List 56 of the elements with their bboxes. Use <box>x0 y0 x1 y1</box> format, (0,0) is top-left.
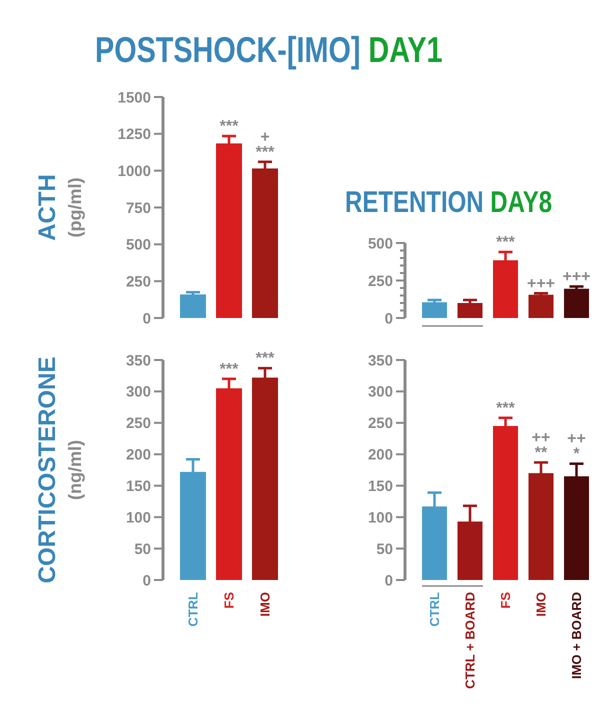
annotation: *** <box>496 400 516 417</box>
y-tick-label: 150 <box>368 478 393 495</box>
bar <box>458 303 482 318</box>
x-tick-label: CTRL <box>186 592 201 627</box>
x-tick-label: IMO <box>258 592 273 617</box>
y-tick-label: 750 <box>126 200 151 217</box>
x-tick-label: FS <box>498 592 514 609</box>
y-tick-label: 1000 <box>118 162 151 180</box>
x-tick-label: CTRL <box>427 592 442 627</box>
y-tick-label: 0 <box>142 572 151 590</box>
y-tick-label: 250 <box>368 415 393 432</box>
y-tick-label: 250 <box>126 273 151 290</box>
annotation: *** <box>220 118 240 136</box>
chart-title: POSTSHOCK-[IMO] DAY1 <box>95 28 443 70</box>
bar <box>180 294 206 318</box>
x-tick-label: IMO <box>534 592 549 617</box>
y-tick-label: 100 <box>368 509 393 526</box>
y-tick-label: 1500 <box>118 89 151 106</box>
annotation: *** <box>220 360 240 378</box>
y-tick-label: 200 <box>126 446 151 464</box>
y-tick-label: 150 <box>126 478 151 495</box>
x-tick-label: CTRL + BOARD <box>462 592 478 689</box>
y-tick-label: 1250 <box>118 126 151 144</box>
x-tick-label: IMO + BOARD <box>569 592 584 680</box>
y-tick-label: 0 <box>384 310 393 328</box>
y-tick-label: 50 <box>376 540 393 558</box>
annotation: *** <box>256 144 276 161</box>
x-tick-label: FS <box>222 592 237 609</box>
y-axis-title: ACTH (pg/ml) <box>34 174 85 241</box>
annotation: *** <box>256 350 276 368</box>
bar <box>564 288 589 318</box>
annotation: ++ <box>532 429 550 446</box>
annotation: * <box>573 446 580 463</box>
bar <box>528 294 554 318</box>
y-axis-title: CORTICOSTERONE (ng/ml) <box>34 356 85 584</box>
y-tick-label: 0 <box>384 572 393 590</box>
y-tick-label: 250 <box>126 415 151 432</box>
y-tick-label: 200 <box>368 446 393 464</box>
y-tick-label: 50 <box>134 540 151 558</box>
y-tick-label: 350 <box>368 352 393 370</box>
y-tick-label: 250 <box>368 272 393 290</box>
annotation: +++ <box>562 268 591 286</box>
annotation: *** <box>496 234 516 251</box>
annotation: +++ <box>526 275 556 292</box>
annotation: ** <box>534 444 548 462</box>
y-tick-label: 300 <box>368 384 393 401</box>
y-tick-label: 100 <box>126 509 151 526</box>
annotation: ++ <box>567 430 586 448</box>
y-tick-label: 350 <box>126 352 151 370</box>
chart-title: RETENTION DAY8 <box>345 184 552 219</box>
annotation: + <box>260 128 270 146</box>
y-tick-label: 300 <box>126 384 151 401</box>
bar <box>422 302 447 318</box>
y-tick-label: 500 <box>368 235 393 252</box>
y-tick-label: 0 <box>142 310 151 328</box>
y-tick-label: 500 <box>126 236 151 254</box>
